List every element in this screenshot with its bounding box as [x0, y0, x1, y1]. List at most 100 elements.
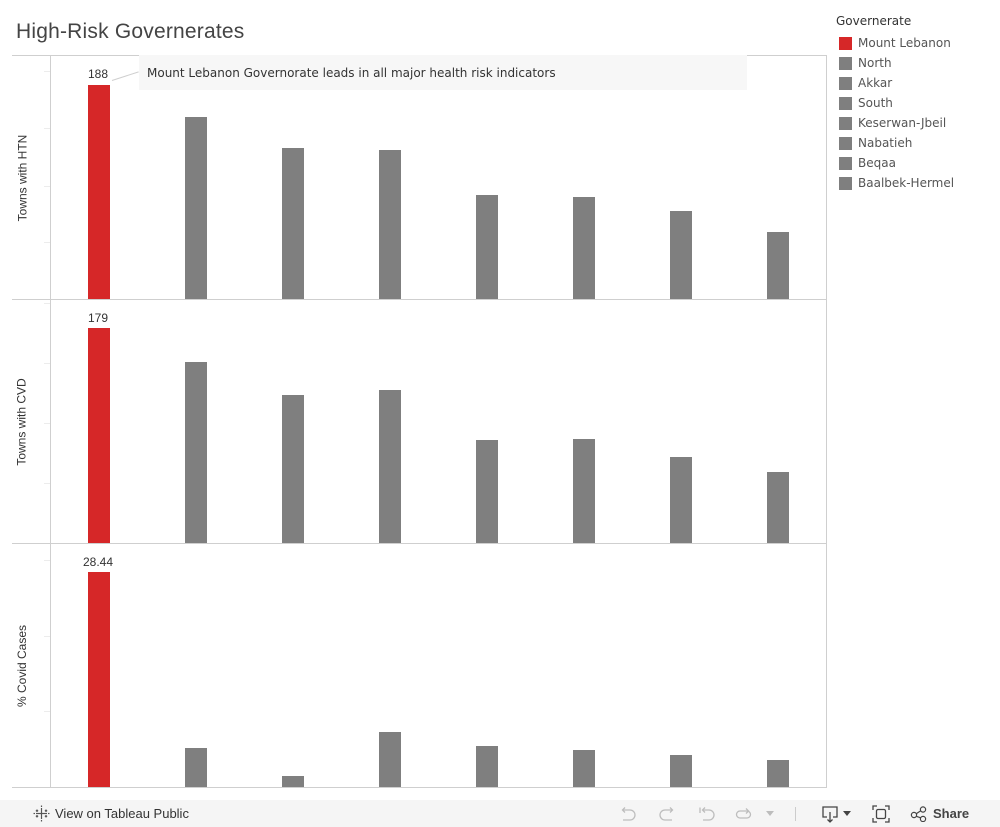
- bar-south[interactable]: [379, 732, 401, 787]
- legend-item[interactable]: Nabatieh: [836, 133, 996, 153]
- chevron-down-icon: [766, 810, 774, 816]
- download-button[interactable]: [821, 800, 851, 827]
- legend-label: Nabatieh: [858, 136, 913, 150]
- bar-baalbek-hermel[interactable]: [767, 472, 789, 543]
- y-tick: [44, 363, 50, 364]
- y-tick: [44, 186, 50, 187]
- bar-north[interactable]: [185, 748, 207, 787]
- y-tick: [44, 560, 50, 561]
- redo-button[interactable]: [658, 800, 676, 827]
- bar-mount-lebanon[interactable]: [88, 328, 110, 543]
- revert-icon: [699, 806, 715, 821]
- bar-beqaa[interactable]: [670, 211, 692, 299]
- legend-swatch: [839, 56, 852, 70]
- bar-nabatieh[interactable]: [573, 750, 595, 787]
- row-label-cvd: Towns with CVD: [0, 300, 44, 543]
- row-divider-1: [12, 299, 827, 300]
- toolbar-separator: [795, 807, 796, 821]
- bar-mount-lebanon[interactable]: [88, 572, 110, 787]
- legend-swatch: [839, 136, 852, 150]
- bar-baalbek-hermel[interactable]: [767, 760, 789, 787]
- data-label-cvd: 179: [87, 311, 109, 325]
- legend-swatch: [839, 76, 852, 90]
- refresh-button[interactable]: [735, 800, 753, 827]
- bar-akkar[interactable]: [282, 148, 304, 299]
- row-label-text: % Covid Cases: [15, 624, 29, 707]
- chart-bottom-border: [12, 787, 827, 788]
- y-tick: [44, 636, 50, 637]
- view-on-tableau-public-label: View on Tableau Public: [55, 806, 189, 821]
- legend-swatch: [839, 116, 852, 130]
- legend-label: Akkar: [858, 76, 893, 90]
- color-legend: Governerate Mount Lebanon North Akkar South…: [836, 13, 996, 193]
- redo-icon: [659, 806, 674, 821]
- bar-south[interactable]: [379, 150, 401, 299]
- bar-nabatieh[interactable]: [573, 197, 595, 299]
- legend-label: Beqaa: [858, 156, 896, 170]
- legend-label: Mount Lebanon: [858, 36, 951, 50]
- bar-beqaa[interactable]: [670, 457, 692, 543]
- bar-mount-lebanon[interactable]: [88, 85, 110, 299]
- annotation-callout[interactable]: Mount Lebanon Governorate leads in all m…: [139, 55, 747, 90]
- bar-beqaa[interactable]: [670, 755, 692, 787]
- dashboard-title: High-Risk Governerates: [16, 20, 245, 43]
- bar-akkar[interactable]: [282, 776, 304, 787]
- row-divider-2: [12, 543, 827, 544]
- bar-baalbek-hermel[interactable]: [767, 232, 789, 299]
- y-tick: [44, 483, 50, 484]
- legend-items: Mount Lebanon North Akkar South Keserwan-Jbe…: [836, 33, 996, 193]
- bar-keserwan-jbeil[interactable]: [476, 440, 498, 543]
- legend-swatch: [839, 36, 852, 50]
- y-tick: [44, 128, 50, 129]
- data-label-htn: 188: [87, 67, 109, 81]
- legend-item[interactable]: North: [836, 53, 996, 73]
- legend-item[interactable]: Akkar: [836, 73, 996, 93]
- row-label-text: Towns with CVD: [15, 377, 30, 466]
- legend-item[interactable]: Mount Lebanon: [836, 33, 996, 53]
- legend-label: South: [858, 96, 893, 110]
- legend-item[interactable]: South: [836, 93, 996, 113]
- legend-item[interactable]: Keserwan-Jbeil: [836, 113, 996, 133]
- row-label-covid: % Covid Cases: [0, 544, 44, 787]
- y-tick: [44, 242, 50, 243]
- chart-right-border: [826, 55, 827, 788]
- legend-label: Baalbek-Hermel: [858, 176, 955, 190]
- legend-title: Governerate: [836, 14, 912, 28]
- bar-keserwan-jbeil[interactable]: [476, 195, 498, 299]
- bar-north[interactable]: [185, 362, 207, 543]
- bar-nabatieh[interactable]: [573, 439, 595, 543]
- row-label-htn: Towns with HTN: [0, 56, 44, 299]
- share-icon: [910, 805, 927, 822]
- bar-north[interactable]: [185, 117, 207, 299]
- legend-swatch: [839, 176, 852, 190]
- bar-south[interactable]: [379, 390, 401, 543]
- undo-button[interactable]: [619, 800, 637, 827]
- legend-swatch: [839, 96, 852, 110]
- undo-icon: [621, 806, 636, 821]
- bar-keserwan-jbeil[interactable]: [476, 746, 498, 787]
- y-tick: [44, 711, 50, 712]
- bar-akkar[interactable]: [282, 395, 304, 543]
- share-button[interactable]: Share: [910, 800, 969, 827]
- legend-item[interactable]: Baalbek-Hermel: [836, 173, 996, 193]
- row-label-text: Towns with HTN: [15, 134, 29, 221]
- legend-label: Keserwan-Jbeil: [858, 116, 947, 130]
- y-tick: [44, 303, 50, 304]
- revert-button[interactable]: [698, 800, 716, 827]
- download-icon: [822, 805, 838, 823]
- view-on-tableau-public-link[interactable]: View on Tableau Public: [33, 800, 189, 827]
- fullscreen-icon: [872, 804, 890, 823]
- bar-chart-panel: Towns with HTN Towns with CVD % Covid Ca…: [0, 55, 827, 788]
- tableau-logo-icon: [33, 805, 50, 822]
- fullscreen-button[interactable]: [872, 800, 890, 827]
- legend-swatch: [839, 156, 852, 170]
- y-axis-line: [50, 55, 51, 788]
- legend-label: North: [858, 56, 892, 70]
- refresh-dropdown[interactable]: [766, 800, 774, 827]
- y-tick: [44, 71, 50, 72]
- refresh-icon: [735, 807, 752, 819]
- data-label-covid: 28.44: [82, 555, 114, 569]
- tableau-toolbar: View on Tableau Public: [0, 800, 1000, 827]
- legend-item[interactable]: Beqaa: [836, 153, 996, 173]
- y-tick: [44, 423, 50, 424]
